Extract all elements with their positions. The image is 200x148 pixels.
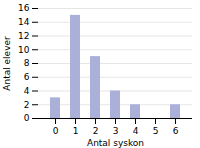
svg-text:16: 16 xyxy=(18,3,30,13)
svg-text:2: 2 xyxy=(93,126,99,136)
svg-text:6: 6 xyxy=(173,126,179,136)
svg-text:Antal syskon: Antal syskon xyxy=(87,138,144,148)
svg-text:12: 12 xyxy=(18,31,29,41)
svg-text:0: 0 xyxy=(53,126,59,136)
svg-text:5: 5 xyxy=(153,126,159,136)
svg-text:Antal elever: Antal elever xyxy=(2,36,12,91)
svg-text:0: 0 xyxy=(24,113,30,123)
svg-text:4: 4 xyxy=(24,86,30,96)
svg-text:4: 4 xyxy=(133,126,139,136)
svg-text:14: 14 xyxy=(18,17,30,27)
svg-text:2: 2 xyxy=(24,100,30,110)
svg-text:3: 3 xyxy=(113,126,119,136)
svg-text:10: 10 xyxy=(18,45,30,55)
svg-text:8: 8 xyxy=(24,58,30,68)
svg-text:6: 6 xyxy=(24,72,30,82)
svg-text:1: 1 xyxy=(73,126,79,136)
